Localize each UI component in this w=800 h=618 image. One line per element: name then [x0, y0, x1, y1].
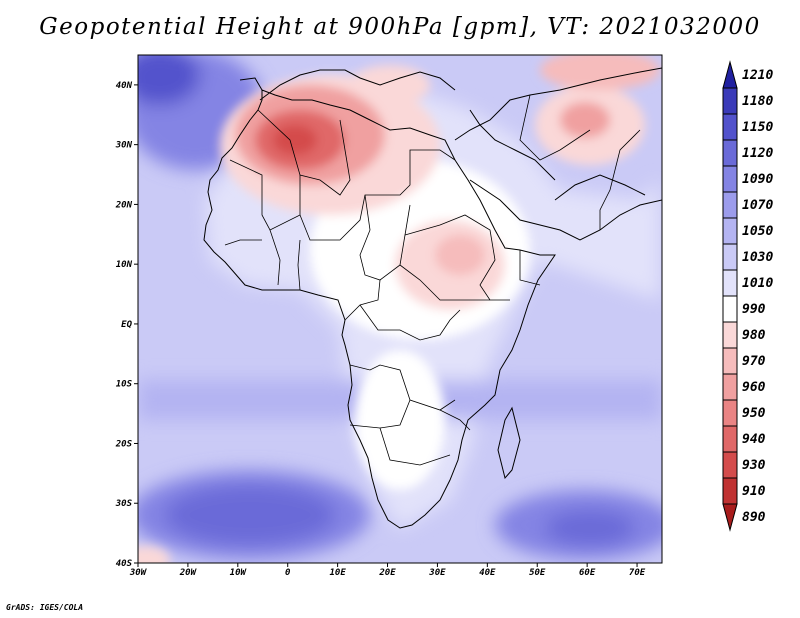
- lon-tick-label: 10E: [329, 568, 346, 578]
- colorbar-swatch: [722, 477, 738, 505]
- lon-tick-label: 0: [285, 568, 291, 578]
- height-field: [138, 55, 662, 563]
- colorbar-swatch: [722, 295, 738, 323]
- colorbar-swatch: [722, 373, 738, 401]
- lat-tick-label: 40N: [116, 81, 133, 91]
- lat-tick-label: 30N: [115, 141, 133, 151]
- colorbar-label: 1070: [742, 198, 773, 213]
- colorbar-min-arrow: [722, 503, 738, 532]
- lon-tick-label: 30W: [129, 568, 148, 578]
- colorbar-swatch: [722, 243, 738, 271]
- colorbar-label: 1090: [742, 172, 773, 187]
- country-borders: [224, 94, 641, 466]
- lat-tick-label: 10S: [116, 380, 133, 390]
- colorbar-swatch: [722, 425, 738, 453]
- colorbar-label: 910: [742, 484, 766, 499]
- colorbar-label: 1150: [742, 120, 773, 135]
- lat-axis: 40N 30N 20N 10N EQ 10S 20S 30S 40S: [115, 81, 138, 569]
- colorbar-label: 1010: [742, 276, 773, 291]
- colorbar-label: 1210: [742, 68, 773, 83]
- colorbar-max-arrow: [722, 60, 738, 89]
- lon-tick-label: 10W: [230, 568, 248, 578]
- colorbar-label: 1030: [742, 250, 773, 265]
- lat-tick-label: 10N: [116, 260, 133, 270]
- colorbar-swatch: [722, 399, 738, 427]
- colorbar-label: 1120: [742, 146, 773, 161]
- lon-tick-label: 40E: [479, 568, 496, 578]
- colorbar-label: 930: [742, 458, 766, 473]
- lat-tick-label: EQ: [121, 320, 132, 330]
- lon-tick-label: 20W: [179, 568, 198, 578]
- lon-axis: 30W 20W 10W 0 10E 20E 30E 40E 50E 60E 70E: [129, 563, 646, 578]
- colorbar-swatch: [722, 451, 738, 479]
- lat-tick-label: 20N: [115, 200, 133, 210]
- colorbar-label: 890: [742, 510, 766, 525]
- colorbar-label: 980: [742, 328, 766, 343]
- colorbar-swatch: [722, 269, 738, 297]
- lon-tick-label: 30E: [428, 568, 446, 578]
- colorbar-swatch: [722, 217, 738, 245]
- plot-frame: [137, 54, 663, 564]
- lat-tick-label: 30S: [115, 499, 133, 509]
- colorbar-swatch: [722, 113, 738, 141]
- colorbar-label: 970: [742, 354, 766, 369]
- colorbar-swatch: [722, 191, 738, 219]
- map-title: Geopotential Height at 900hPa [gpm], VT:…: [39, 14, 761, 40]
- colorbar-label: 940: [742, 432, 766, 447]
- colorbar-label: 990: [742, 302, 766, 317]
- grads-credit: GrADS: IGES/COLA: [6, 603, 84, 612]
- coastlines: [203, 67, 662, 529]
- colorbar-swatch: [722, 87, 738, 115]
- lon-tick-label: 70E: [629, 568, 646, 578]
- colorbar-label: 950: [742, 406, 766, 421]
- lon-tick-label: 50E: [529, 568, 546, 578]
- colorbar-swatch: [722, 321, 738, 349]
- colorbar-label: 1180: [742, 94, 773, 109]
- lat-tick-label: 40S: [116, 559, 133, 569]
- colorbar-swatch: [722, 139, 738, 167]
- colorbar: 1210 1180 1150 1120 1090 1070 1050 1030 1010 990 9…: [722, 60, 773, 532]
- colorbar-swatch: [722, 165, 738, 193]
- colorbar-label: 1050: [742, 224, 773, 239]
- lon-tick-label: 60E: [579, 568, 596, 578]
- colorbar-swatch: [722, 347, 738, 375]
- colorbar-label: 960: [742, 380, 766, 395]
- lat-tick-label: 20S: [115, 439, 133, 449]
- lon-tick-label: 20E: [378, 568, 396, 578]
